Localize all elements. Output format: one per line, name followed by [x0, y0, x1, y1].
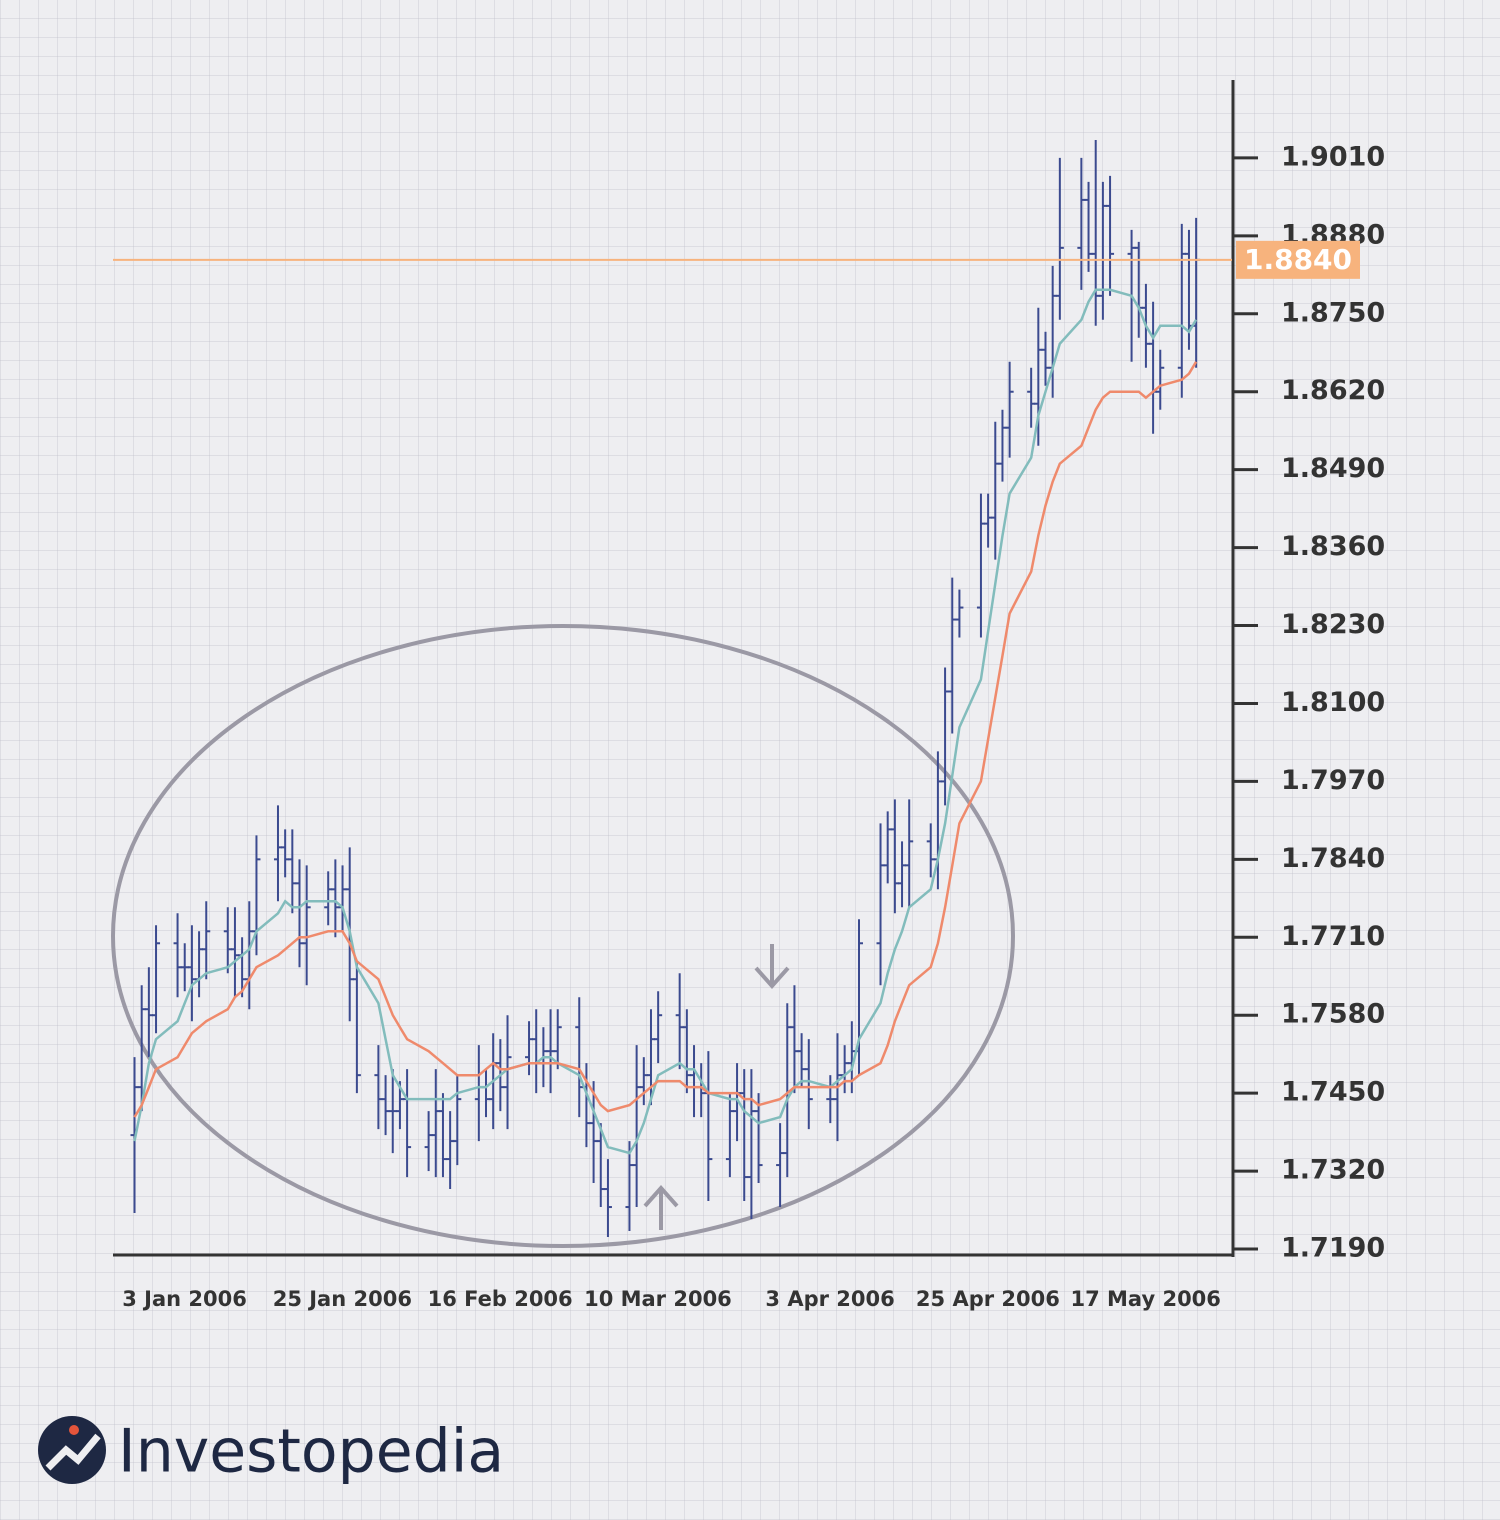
x-tick-label: 10 Mar 2006	[584, 1287, 732, 1311]
x-tick-label: 3 Apr 2006	[765, 1287, 894, 1311]
x-tick-label: 3 Jan 2006	[122, 1287, 247, 1311]
brand: Investopedia	[118, 1417, 504, 1487]
y-tick-label: 1.8750	[1281, 297, 1385, 328]
logo-mark	[45, 1433, 101, 1471]
price-label-box	[1236, 240, 1360, 279]
y-tick-label: 1.9010	[1281, 141, 1385, 172]
y-tick-label: 1.7450	[1281, 1077, 1385, 1108]
y-tick-label: 1.8230	[1281, 609, 1385, 640]
y-tick-label: 1.8360	[1281, 531, 1385, 562]
y-tick-label: 1.8490	[1281, 453, 1385, 484]
moving-average	[133, 361, 1198, 1118]
y-tick-label: 1.7320	[1281, 1155, 1385, 1186]
y-tick-label: 1.7710	[1281, 921, 1385, 952]
price-label: 1.8840	[1244, 243, 1352, 276]
y-tick-label: 1.7190	[1281, 1233, 1385, 1264]
x-tick-label: 16 Feb 2006	[428, 1287, 573, 1311]
y-tick-label: 1.7970	[1281, 765, 1385, 796]
up-arrow	[643, 1184, 679, 1230]
highlight-ellipse	[111, 624, 1015, 1248]
y-tick-label: 1.7840	[1281, 843, 1385, 874]
x-tick-label: 25 Apr 2006	[916, 1287, 1060, 1311]
y-tick-label: 1.8100	[1281, 687, 1385, 718]
x-tick-label: 17 May 2006	[1071, 1287, 1221, 1311]
down-arrow	[754, 944, 790, 990]
y-tick-label: 1.8620	[1281, 375, 1385, 406]
y-tick-label: 1.7580	[1281, 999, 1385, 1030]
moving-average	[133, 288, 1198, 1155]
logo-icon	[38, 1416, 106, 1484]
logo-dot	[69, 1425, 79, 1435]
x-tick-label: 25 Jan 2006	[273, 1287, 412, 1311]
